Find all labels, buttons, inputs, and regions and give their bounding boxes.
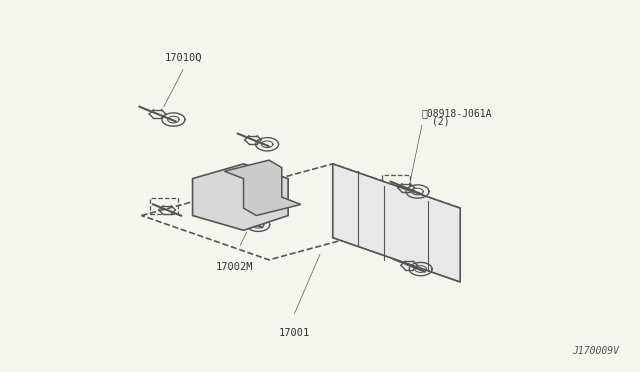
Text: 17010Q: 17010Q bbox=[164, 52, 202, 62]
Text: 17002M: 17002M bbox=[215, 262, 253, 272]
Text: 17001: 17001 bbox=[279, 328, 310, 338]
Text: J170009V: J170009V bbox=[573, 346, 620, 356]
Text: ⓝ08918-J061A: ⓝ08918-J061A bbox=[422, 108, 492, 118]
Polygon shape bbox=[225, 160, 301, 215]
Text: (2): (2) bbox=[431, 117, 449, 127]
Polygon shape bbox=[193, 164, 288, 230]
Polygon shape bbox=[333, 164, 460, 282]
